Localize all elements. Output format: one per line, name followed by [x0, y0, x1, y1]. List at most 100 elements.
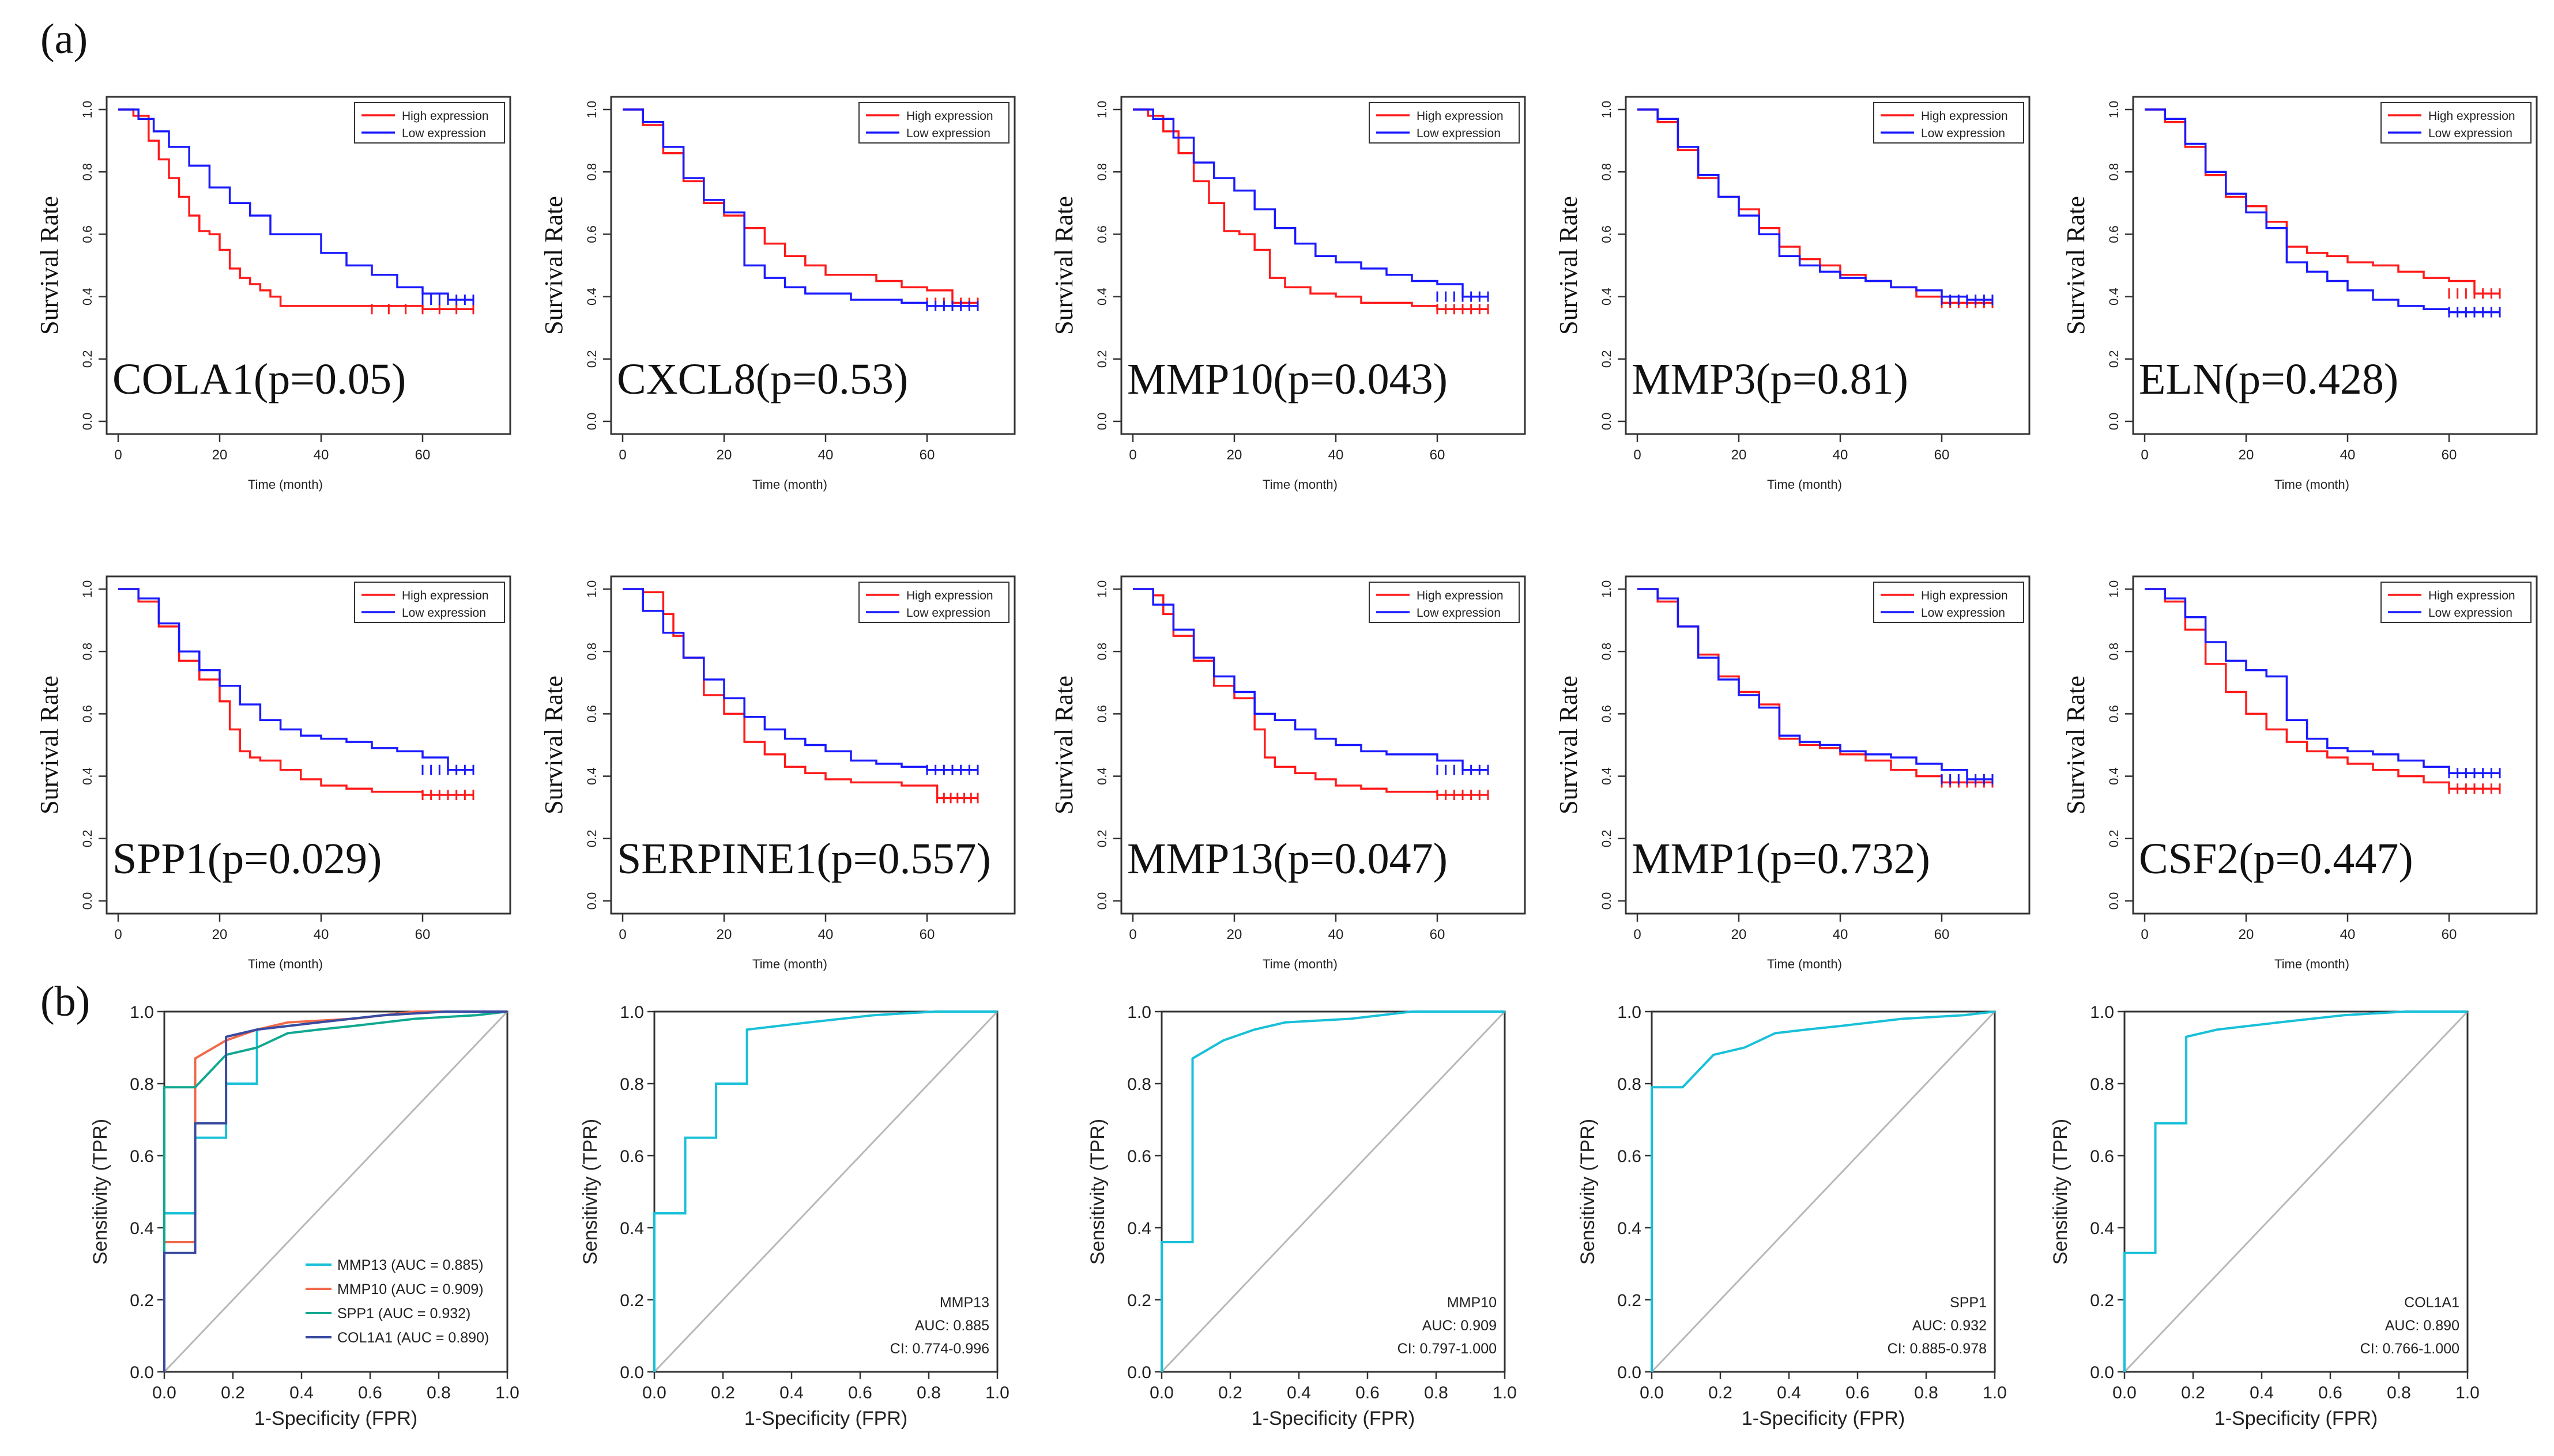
x-tick-label: 0.2 [221, 1383, 245, 1402]
legend-label: Low expression [402, 127, 486, 140]
x-tick-label: 0.8 [1914, 1383, 1938, 1402]
y-tick-label: 0.0 [1127, 1363, 1151, 1382]
y-tick-label: 0.0 [2107, 892, 2121, 910]
y-tick-label: 0.0 [80, 413, 95, 431]
x-tick-label: 60 [415, 927, 431, 942]
y-tick-label: 1.0 [2107, 101, 2121, 119]
x-axis-label: Time (month) [2274, 477, 2349, 492]
x-tick-label: 0.6 [1845, 1383, 1870, 1402]
y-tick-label: 0.8 [620, 1075, 644, 1094]
auc-annotation: CI: 0.885-0.978 [1888, 1341, 1987, 1357]
km-curve-low [2145, 108, 2500, 314]
legend-label: MMP10 (AUC = 0.909) [337, 1281, 484, 1297]
roc-chart-3: 0.0 0.2 0.4 0.6 0.8 1.0 0.0 0.2 0.4 0.6 0.8 1.0 1-Sp… [1577, 1003, 2007, 1429]
x-tick-label: 0 [1633, 927, 1641, 942]
y-tick-label: 0.0 [1095, 892, 1109, 910]
x-tick-label: 0.2 [1708, 1383, 1732, 1402]
x-tick-label: 1.0 [1983, 1383, 2007, 1402]
legend-label: Low expression [1921, 127, 2005, 140]
x-tick-label: 0.0 [642, 1383, 666, 1402]
gene-pvalue-label: CSF2(p=0.447) [2139, 835, 2413, 883]
x-tick-label: 0.2 [1218, 1383, 1242, 1402]
plot-frame [653, 1010, 999, 1373]
y-tick-label: 0.6 [80, 225, 95, 243]
legend-label: High expression [906, 589, 993, 602]
x-axis-label: Time (month) [1767, 477, 1842, 492]
y-tick-label: 0.8 [1599, 163, 1614, 181]
y-tick-label: 0.0 [80, 892, 95, 910]
y-tick-label: 0.6 [2090, 1147, 2114, 1166]
plot-frame [2132, 575, 2538, 915]
x-tick-label: 0.0 [2112, 1383, 2137, 1402]
y-tick-label: 0.2 [80, 350, 95, 368]
y-tick-label: 0.4 [1095, 288, 1109, 305]
auc-annotation: AUC: 0.885 [915, 1318, 989, 1334]
survival-chart-3: 0.0 0.2 0.4 0.6 0.8 1.0 0 20 40 60 Time (month) Sur… [1554, 96, 2031, 492]
y-tick-label: 0.8 [1599, 643, 1614, 661]
y-tick-label: 0.2 [1095, 350, 1109, 368]
km-curve-high [118, 108, 473, 310]
km-curve-low [623, 588, 978, 771]
x-tick-label: 40 [1833, 927, 1848, 942]
y-tick-label: 0.6 [2107, 705, 2121, 723]
y-tick-label: 0.2 [1599, 830, 1614, 848]
legend-label: High expression [1417, 589, 1504, 602]
y-tick-label: 1.0 [130, 1003, 154, 1022]
y-tick-label: 0.8 [585, 163, 599, 181]
y-tick-label: 0.6 [130, 1147, 154, 1166]
legend-label: High expression [2428, 589, 2515, 602]
reference-diagonal [653, 1010, 999, 1373]
y-tick-label: 1.0 [1599, 580, 1614, 598]
y-tick-label: 0.2 [1095, 830, 1109, 848]
gene-pvalue-label: CXCL8(p=0.53) [617, 355, 908, 403]
y-tick-label: 1.0 [585, 580, 599, 598]
y-tick-label: 0.2 [585, 830, 599, 848]
roc-curve [653, 1010, 997, 1372]
y-tick-label: 0.6 [2107, 225, 2121, 243]
roc-curve [163, 1010, 507, 1372]
y-tick-label: 0.4 [80, 767, 95, 785]
km-curve-low [623, 108, 978, 307]
x-tick-label: 1.0 [2455, 1383, 2480, 1402]
y-tick-label: 0.4 [130, 1219, 154, 1238]
x-tick-label: 0.6 [848, 1383, 872, 1402]
x-tick-label: 0 [1129, 927, 1136, 942]
x-tick-label: 0.4 [2250, 1383, 2274, 1402]
x-tick-label: 40 [818, 447, 834, 463]
reference-diagonal [163, 1010, 508, 1373]
x-tick-label: 60 [2442, 927, 2457, 942]
plot-frame [1625, 575, 2031, 915]
y-axis-label: Sensitivity (TPR) [579, 1119, 601, 1265]
y-axis-label: Survival Rate [35, 196, 63, 335]
y-tick-label: 0.2 [2090, 1291, 2114, 1310]
x-tick-label: 60 [920, 447, 935, 463]
roc-chart-1: 0.0 0.2 0.4 0.6 0.8 1.0 0.0 0.2 0.4 0.6 0.8 1.0 1-Sp… [579, 1003, 1009, 1429]
y-tick-label: 0.4 [620, 1219, 644, 1238]
legend-label: High expression [1921, 589, 2008, 602]
legend-label: High expression [402, 589, 489, 602]
y-tick-label: 0.4 [1127, 1219, 1151, 1238]
x-tick-label: 40 [1328, 927, 1344, 942]
gene-pvalue-label: SERPINE1(p=0.557) [617, 835, 991, 883]
y-axis-label: Survival Rate [1050, 196, 1078, 335]
x-tick-label: 0.0 [152, 1383, 176, 1402]
x-tick-label: 40 [818, 927, 834, 942]
plot-frame [2123, 1010, 2469, 1373]
x-tick-label: 1.0 [495, 1383, 519, 1402]
x-tick-label: 20 [212, 927, 228, 942]
plot-frame [2132, 96, 2538, 435]
auc-annotation: MMP13 [940, 1295, 989, 1311]
x-axis-label: 1-Specificity (FPR) [2214, 1408, 2378, 1429]
x-tick-label: 0 [2141, 447, 2148, 463]
legend-label: Low expression [2428, 606, 2512, 620]
y-tick-label: 0.2 [1617, 1291, 1641, 1310]
y-tick-label: 0.8 [2090, 1075, 2114, 1094]
y-tick-label: 0.6 [1599, 225, 1614, 243]
y-tick-label: 0.4 [1599, 288, 1614, 305]
legend-label: High expression [2428, 110, 2515, 123]
x-tick-label: 20 [717, 447, 732, 463]
x-tick-label: 0.4 [1287, 1383, 1311, 1402]
survival-chart-0: 0.0 0.2 0.4 0.6 0.8 1.0 0 20 40 60 Time (month) Sur… [35, 96, 511, 492]
x-tick-label: 0.0 [1640, 1383, 1664, 1402]
y-axis-label: Survival Rate [1554, 676, 1583, 814]
